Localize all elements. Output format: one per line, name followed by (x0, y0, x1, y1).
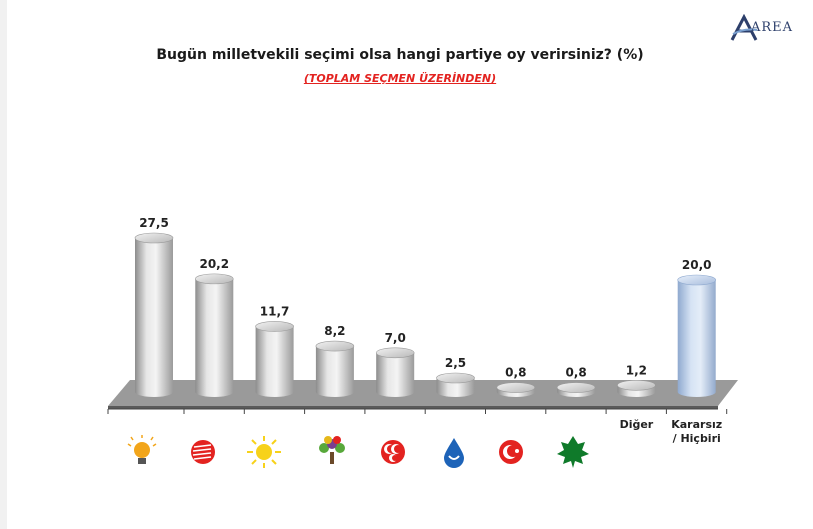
value-labels: 27,5 20,2 11,7 8,2 7,0 2,5 0,8 0,8 1,2 20,0 (139, 216, 711, 380)
frame-edge (0, 0, 7, 529)
bar (375, 347, 415, 397)
bar-body (677, 280, 716, 397)
bar (617, 379, 656, 397)
bar-top (315, 340, 355, 352)
value-label: 11,7 (260, 304, 290, 318)
crescents-icon (381, 440, 405, 464)
bar-top (195, 273, 234, 285)
category-label: Kararsız / Hiçbiri (671, 418, 722, 445)
value-label: 0,8 (505, 366, 526, 380)
bar-top (375, 347, 415, 359)
bars-group (134, 232, 717, 397)
arrows-circle-icon (191, 440, 215, 464)
bar-body (436, 378, 475, 397)
x-axis-ticks (107, 409, 728, 414)
area-logo: AREA (729, 13, 794, 42)
bar-body (315, 346, 354, 397)
bar-top (255, 321, 294, 332)
bar (436, 372, 475, 397)
bar (677, 274, 717, 397)
bar-top (556, 382, 596, 393)
bar-body (376, 352, 415, 397)
water-drop-icon (444, 438, 464, 468)
bar (134, 232, 174, 397)
bar-top (617, 379, 656, 391)
value-label: 20,0 (682, 258, 712, 272)
value-label: 1,2 (626, 363, 647, 377)
value-label: 20,2 (199, 257, 229, 271)
value-label: 27,5 (139, 216, 169, 230)
lightbulb-icon (127, 435, 157, 464)
chart-subtitle: (TOPLAM SEÇMEN ÜZERİNDEN) (303, 72, 497, 85)
bar-body (195, 278, 234, 397)
bar-body (255, 326, 294, 397)
area-logo-mark (730, 13, 758, 41)
chart-title: Bugün milletvekili seçimi olsa hangi par… (156, 47, 644, 63)
bar-top (436, 372, 475, 384)
crescent-star-icon (499, 440, 523, 464)
area-logo-text: AREA (751, 20, 794, 35)
bar-top (134, 232, 174, 244)
category-labels: Diğer Kararsız / Hiçbiri (620, 418, 723, 445)
bar-top (677, 274, 717, 286)
bar (255, 321, 294, 397)
value-label: 0,8 (565, 366, 586, 380)
value-label: 7,0 (385, 331, 406, 345)
bar (315, 340, 355, 397)
bar (496, 382, 536, 397)
sun-icon (247, 436, 281, 468)
bar (195, 273, 234, 397)
value-label: 2,5 (445, 356, 466, 370)
value-label: 8,2 (324, 324, 345, 338)
bar-body (135, 238, 173, 397)
tree-icon (319, 436, 345, 464)
bar (556, 382, 596, 397)
category-label: Diğer (620, 418, 654, 431)
plane-leaf-icon (557, 436, 589, 468)
chart-floor-edge (108, 406, 718, 409)
bar-top (496, 382, 536, 393)
